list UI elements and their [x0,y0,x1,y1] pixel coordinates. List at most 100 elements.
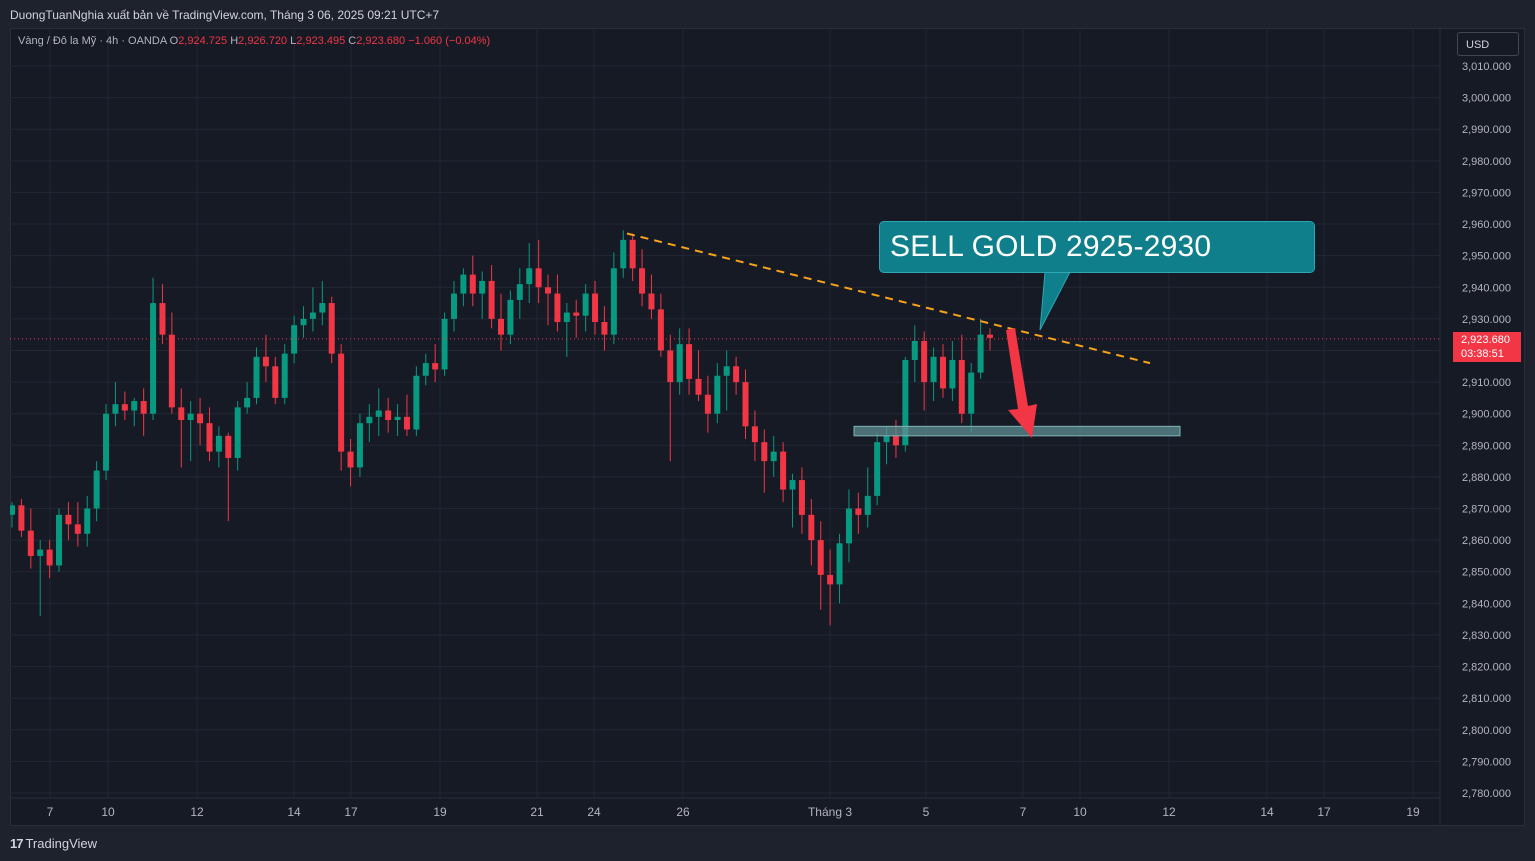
y-tick-label: 2,840.000 [1462,598,1511,610]
x-tick-label: 17 [1317,805,1331,819]
bar-countdown: 03:38:51 [1461,348,1504,360]
candle-body [65,514,72,525]
candle-body [319,303,326,313]
candle-body [921,340,928,383]
candle-body [601,322,608,335]
y-tick-label: 2,780.000 [1462,788,1511,800]
candle-body [751,426,758,443]
candle-body [582,293,589,316]
brand-name: TradingView [25,836,98,851]
candle-body [150,303,157,414]
currency-button[interactable]: USD [1457,32,1519,56]
candle-body [949,359,956,389]
candle-body [883,435,890,443]
candle-body [159,303,166,335]
y-tick-label: 2,870.000 [1462,504,1511,516]
candle-body [657,309,664,351]
candle-body [545,287,552,294]
candle-body [488,280,495,319]
candle-body [394,416,401,421]
candle-body [714,375,721,414]
y-tick-label: 3,010.000 [1462,61,1511,73]
high-value: 2,926.720 [238,35,288,47]
y-tick-label: 3,000.000 [1462,93,1511,105]
candle-body [695,378,702,395]
publisher-bar: DuongTuanNghia xuất bản về TradingView.c… [0,0,1535,28]
candle-body [704,394,711,414]
candle-body [10,505,15,515]
x-tick-label: 26 [676,805,690,819]
candle-body [798,480,805,515]
y-tick-label: 2,880.000 [1462,472,1511,484]
candle-body [620,239,627,269]
candle-body [140,401,147,414]
candle-body [817,540,824,575]
candle-body [244,397,251,408]
x-tick-label: 19 [1406,805,1420,819]
candle-body [742,382,749,427]
candle-body [845,508,852,544]
candle-body [403,416,410,430]
candle-body [84,508,91,534]
y-tick-label: 2,930.000 [1462,314,1511,326]
candle-body [18,505,25,531]
footer: 17 TradingView [0,826,1535,861]
callout-text: SELL GOLD 2925-2930 [890,230,1212,263]
candle-body [479,280,486,294]
candle-body [253,356,260,398]
sell-callout[interactable]: SELL GOLD 2925-2930 [879,221,1315,273]
candle-body [197,413,204,424]
candle-body [573,312,580,316]
candle-body [112,404,119,414]
y-tick-label: 2,820.000 [1462,662,1511,674]
candle-body [892,435,899,446]
candle-body [723,366,730,376]
price-chart[interactable]: 2,780.000 2,790.000 2,800.000 2,810.000 2,82… [10,28,1525,826]
y-tick-label: 2,890.000 [1462,440,1511,452]
candle-body [592,293,599,323]
x-tick-label: Tháng 3 [808,805,852,819]
candle-body [563,312,570,323]
x-tick-label: 7 [1020,805,1027,819]
candle-body [874,442,881,496]
low-value: 2,923.495 [296,35,346,47]
candle-body [74,524,81,534]
candle-body [958,359,965,414]
candle-body [413,375,420,430]
candle-body [291,325,298,354]
high-label: H [230,35,239,47]
x-tick-label: 10 [101,805,115,819]
candle-body [375,410,382,417]
symbol-label[interactable]: Vàng / Đô la Mỹ · 4h · OANDA [18,35,167,47]
candle-body [977,334,984,373]
candle-body [281,353,288,398]
candle-body [808,514,815,541]
candle-body [610,268,617,335]
change-value: −1.060 (−0.04%) [408,35,491,47]
candle-body [206,423,213,452]
y-tick-label: 2,800.000 [1462,725,1511,737]
x-tick-label: 5 [923,805,930,819]
candle-body [987,334,993,338]
candle-body [450,293,457,319]
candle-body [215,435,222,452]
candle-body [131,401,138,411]
candle-body [356,423,363,468]
tradingview-logo-icon[interactable]: 17 TradingView [10,836,98,851]
candle-body [648,293,655,310]
candle-body [93,470,100,509]
candle-body [300,318,307,326]
last-price-value: 2,923.680 [1461,334,1510,346]
candle-body [309,312,316,319]
candle-body [225,435,232,458]
y-tick-label: 2,950.000 [1462,251,1511,263]
candle-body [366,416,373,424]
candle-body [930,356,937,383]
y-tick-label: 2,980.000 [1462,156,1511,168]
support-zone [853,425,1181,437]
candle-body [770,451,777,462]
x-tick-label: 17 [344,805,358,819]
open-value: 2,924.725 [178,35,228,47]
y-tick-label: 2,960.000 [1462,219,1511,231]
y-tick-label: 2,830.000 [1462,630,1511,642]
